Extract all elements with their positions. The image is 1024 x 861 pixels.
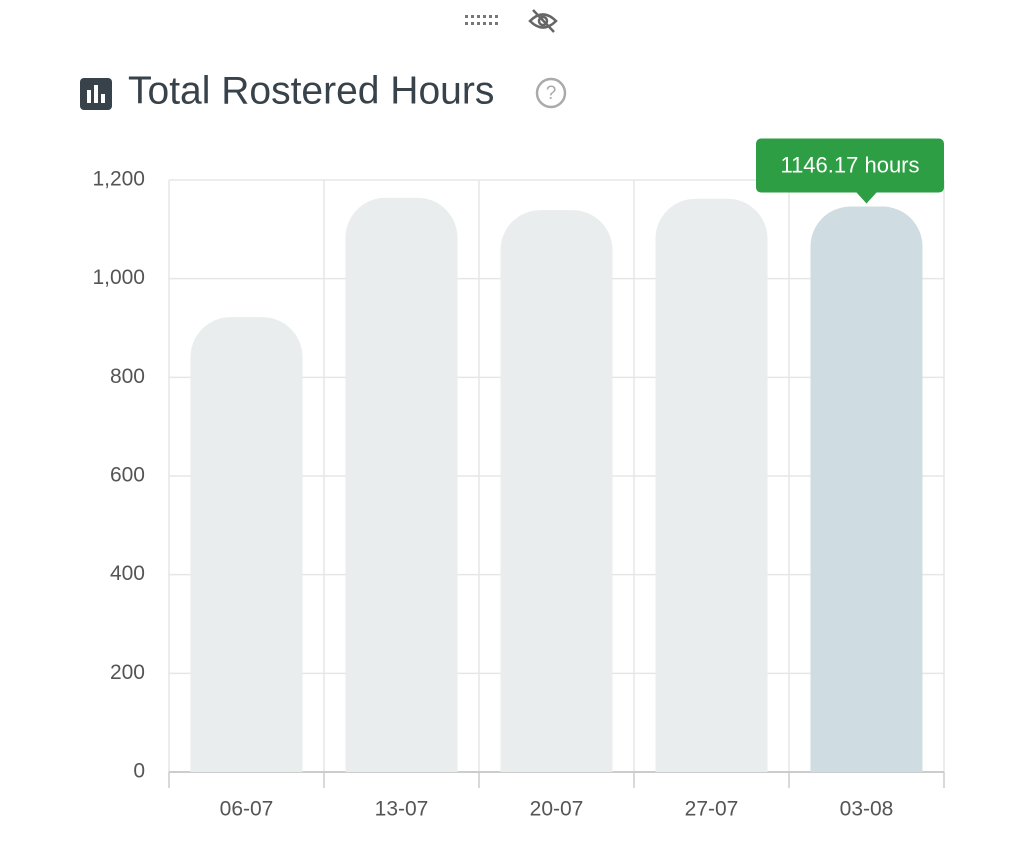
bar	[810, 206, 923, 772]
hide-icon[interactable]	[528, 9, 558, 33]
y-tick-label: 200	[110, 661, 145, 684]
bar	[345, 197, 458, 772]
tooltip-label: 1146.17 hours	[780, 152, 919, 177]
svg-text:?: ?	[546, 83, 557, 104]
bar	[190, 317, 303, 772]
help-icon[interactable]: ?	[535, 77, 567, 109]
x-tick-label: 13-07	[375, 798, 429, 821]
y-tick-label: 0	[133, 760, 145, 783]
chart-icon	[80, 78, 112, 110]
chart-title: Total Rostered Hours	[128, 69, 494, 112]
drag-handle[interactable]	[465, 15, 498, 25]
x-tick-label: 27-07	[685, 798, 739, 821]
tooltip-box	[756, 138, 944, 193]
x-tick-label: 06-07	[220, 798, 274, 821]
x-tick-label: 03-08	[840, 798, 894, 821]
y-tick-label: 1,000	[92, 266, 145, 289]
bar	[500, 210, 613, 773]
y-tick-label: 1,200	[92, 168, 145, 191]
y-tick-label: 400	[110, 562, 145, 585]
y-tick-label: 600	[110, 464, 145, 487]
tooltip-pointer	[856, 192, 877, 204]
bar	[655, 198, 768, 772]
y-tick-label: 800	[110, 365, 145, 388]
x-tick-label: 20-07	[530, 798, 584, 821]
